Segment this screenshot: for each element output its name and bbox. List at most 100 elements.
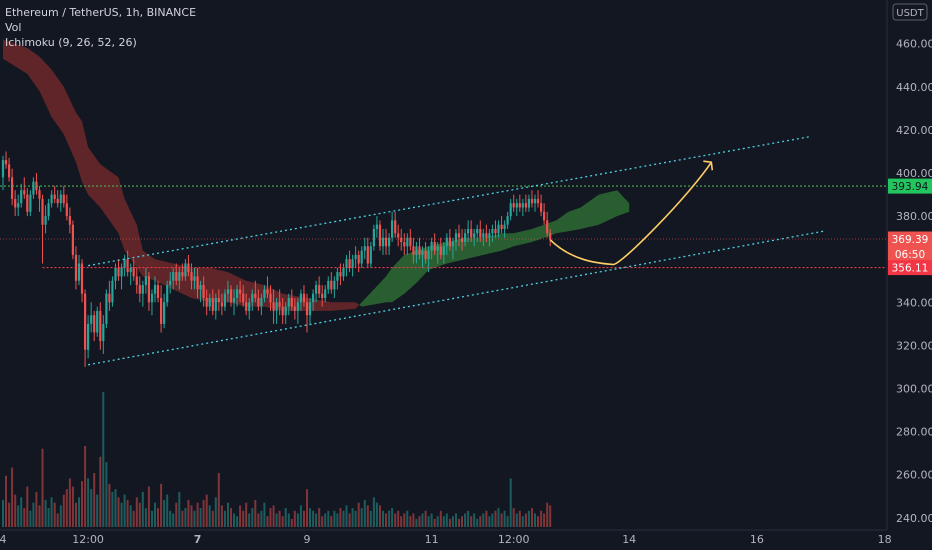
candle[interactable] [315,280,318,303]
candle[interactable] [549,229,552,247]
candle[interactable] [17,194,20,217]
candle[interactable] [512,194,515,212]
candle[interactable] [312,289,315,311]
candle[interactable] [144,267,147,294]
candle[interactable] [138,276,141,303]
candle[interactable] [369,242,372,268]
candle[interactable] [454,229,458,251]
candle[interactable] [281,298,284,324]
candle[interactable] [166,280,169,307]
candle[interactable] [84,289,87,367]
candle[interactable] [397,224,400,247]
candle[interactable] [342,263,345,281]
currency-badge[interactable]: USDT [892,3,928,21]
candle[interactable] [102,315,105,354]
candle[interactable] [266,276,269,298]
candle[interactable] [196,267,199,298]
candle[interactable] [147,272,150,311]
candle[interactable] [65,194,68,221]
candle[interactable] [354,246,357,268]
candle[interactable] [372,224,375,251]
candle[interactable] [169,272,172,294]
candle[interactable] [360,246,363,268]
projection-arrow-path[interactable] [549,161,712,266]
candle[interactable] [324,285,327,303]
candle[interactable] [290,289,293,311]
candle[interactable] [391,211,394,242]
candle[interactable] [141,280,144,307]
candle[interactable] [23,177,26,199]
candle[interactable] [400,229,403,251]
candle[interactable] [503,220,506,238]
candle[interactable] [38,185,41,212]
candle[interactable] [126,250,129,277]
candle[interactable] [293,298,296,320]
candle[interactable] [150,289,154,316]
candle[interactable] [524,194,527,212]
candle[interactable] [299,289,302,311]
candle[interactable] [409,229,412,251]
candle[interactable] [473,229,476,247]
candle[interactable] [381,229,385,255]
candle[interactable] [378,220,382,251]
candle[interactable] [59,190,62,212]
drawing-lines[interactable] [0,135,887,366]
candle[interactable] [403,233,406,255]
candle[interactable] [181,263,184,281]
candle[interactable] [284,302,287,324]
candle[interactable] [494,220,497,238]
candle[interactable] [321,285,324,307]
candle[interactable] [543,203,546,225]
candle[interactable] [269,285,272,311]
candle[interactable] [518,194,521,212]
candle[interactable] [111,276,114,307]
indicator-label[interactable]: Ichimoku (9, 26, 52, 26) [5,36,137,49]
candle[interactable] [90,302,93,333]
candle[interactable] [123,254,126,277]
candle[interactable] [357,250,360,273]
candle[interactable] [482,229,485,247]
candle[interactable] [108,280,111,311]
candle[interactable] [418,237,421,260]
candle[interactable] [1,155,5,191]
candle[interactable] [172,267,175,290]
candle[interactable] [336,267,339,290]
candle[interactable] [53,185,56,204]
candle[interactable] [533,194,537,212]
candle[interactable] [464,229,467,247]
candle[interactable] [412,237,415,264]
candle[interactable] [193,267,196,290]
candle[interactable] [205,289,208,316]
candle[interactable] [394,211,397,238]
candle[interactable] [296,298,299,324]
candle[interactable] [214,293,217,320]
candle[interactable] [497,220,500,238]
candle[interactable] [333,276,336,298]
candle[interactable] [421,246,424,268]
candle[interactable] [384,229,388,255]
candle[interactable] [220,293,223,316]
candle[interactable] [448,229,451,251]
candlesticks[interactable] [1,151,552,367]
candle[interactable] [318,276,321,298]
candle[interactable] [527,194,530,212]
candle[interactable] [467,220,470,242]
candle[interactable] [239,280,242,303]
candle[interactable] [330,272,333,294]
candle[interactable] [263,285,266,303]
candle[interactable] [442,242,445,264]
candle[interactable] [509,198,512,221]
candle[interactable] [226,280,230,303]
candle[interactable] [71,220,74,260]
candle[interactable] [44,205,47,234]
candle[interactable] [375,216,378,238]
candle[interactable] [26,188,29,217]
candle[interactable] [272,289,275,324]
candle[interactable] [184,259,187,281]
candle[interactable] [96,306,99,337]
candle[interactable] [488,229,491,247]
candle[interactable] [14,190,17,217]
candle[interactable] [245,293,248,316]
